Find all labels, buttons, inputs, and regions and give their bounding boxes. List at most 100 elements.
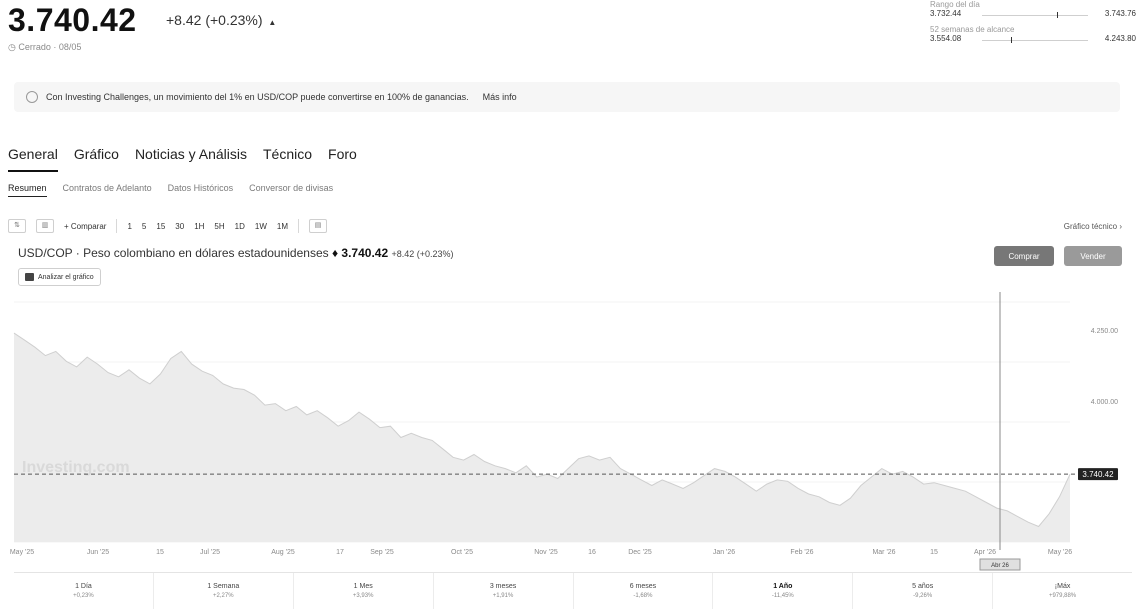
hover-date-text: Abr 26: [991, 563, 1009, 569]
up-arrow-icon: ▲: [268, 18, 277, 27]
price-chart[interactable]: Investing.com 4.250.00 4.000.00 May '25 Ju…: [0, 292, 1136, 572]
subtab-historicos[interactable]: Datos Históricos: [167, 183, 234, 193]
x-tick-label: Dec '25: [628, 549, 652, 556]
interval-1[interactable]: 1: [127, 221, 132, 231]
tab-grafico[interactable]: Gráfico: [73, 146, 119, 162]
candles-icon[interactable]: ▥: [36, 219, 54, 233]
x-tick-label: Oct '25: [451, 549, 473, 556]
x-tick-label: Sep '25: [370, 549, 394, 556]
clock-icon: ◷: [8, 42, 16, 52]
52w-range-high: 4.243.80: [1104, 34, 1136, 43]
hover-date-box: [979, 558, 1021, 571]
period-1m[interactable]: 1 Mes +3,93%: [294, 573, 434, 609]
chart-toolbar: ⇅ ▥ + Comparar 1 5 15 30 1H 5H 1D 1W 1M …: [8, 219, 328, 233]
interval-15[interactable]: 15: [156, 221, 166, 231]
day-range-bar: [982, 12, 1088, 18]
promo-more-link[interactable]: Más info: [482, 92, 517, 102]
period-value: -1,68%: [633, 593, 653, 599]
analyze-chart-label: Analizar el gráfico: [38, 273, 94, 281]
info-icon: [26, 91, 38, 103]
calendar-icon[interactable]: ▤: [309, 219, 328, 233]
subtab-resumen[interactable]: Resumen: [8, 183, 47, 197]
day-range: Rango del día 3.732.44 3.743.76: [930, 0, 1136, 21]
price-line: [13, 332, 1071, 528]
period-label: 3 meses: [489, 583, 517, 590]
period-label: 5 años: [912, 583, 934, 590]
period-1y[interactable]: 1 Año -11,45%: [713, 573, 854, 609]
x-tick-label: Mar '26: [872, 549, 895, 556]
x-tick-label: Feb '26: [790, 549, 813, 556]
period-3m[interactable]: 3 meses +1,91%: [434, 573, 574, 609]
tab-noticias[interactable]: Noticias y Análisis: [134, 146, 247, 162]
buy-button[interactable]: Comprar: [994, 246, 1054, 266]
interval-1h[interactable]: 1H: [194, 221, 205, 231]
chart-type-link[interactable]: Gráfico técnico ›: [1063, 222, 1122, 231]
period-label: 1 Mes: [353, 583, 373, 590]
day-range-high: 3.743.76: [1104, 9, 1136, 18]
ranges-panel: Rango del día 3.732.44 3.743.76 52 seman…: [930, 0, 1136, 50]
period-1d[interactable]: 1 Día +0,23%: [14, 573, 154, 609]
interval-5[interactable]: 5: [141, 221, 147, 231]
period-label: ¡Máx: [1054, 583, 1071, 590]
last-price-tag: 3.740.42: [1078, 468, 1118, 481]
52w-range-marker: [1010, 37, 1012, 43]
chat-icon: [25, 273, 34, 281]
tab-tecnico[interactable]: Técnico: [262, 146, 313, 162]
last-price-tag-text: 3.740.42: [1082, 470, 1114, 479]
price-change-value: +8.42 (+0.23%): [166, 12, 263, 28]
day-range-label: Rango del día: [930, 0, 980, 9]
main-tabs: General Gráfico Noticias y Análisis Técn…: [8, 146, 357, 172]
y-tick-label: 4.250.00: [1091, 328, 1118, 335]
hover-date-tag: Abr 26: [979, 558, 1021, 571]
price-value: 3.740.42: [8, 2, 137, 38]
interval-30[interactable]: 30: [175, 221, 185, 231]
x-axis: May '25 Jun '25 15 Jul '25 Aug '25 17 Sep '25 O…: [10, 549, 1072, 556]
x-tick-label: Aug '25: [271, 549, 295, 556]
subtab-conversor[interactable]: Conversor de divisas: [249, 183, 334, 193]
period-label: 1 Año: [773, 583, 793, 590]
period-value: +1,91%: [492, 593, 514, 599]
performance-periods: 1 Día +0,23% 1 Semana +2,27% 1 Mes +3,93% 3…: [14, 572, 1132, 609]
subtab-contratos[interactable]: Contratos de Adelanto: [62, 183, 152, 193]
tab-foro[interactable]: Foro: [328, 146, 357, 162]
promo-banner: Con Investing Challenges, un movimiento …: [14, 82, 1120, 112]
sub-tabs: Resumen Contratos de Adelanto Datos Hist…: [8, 183, 333, 197]
market-status-label: Cerrado · 08/05: [18, 42, 82, 52]
price-area: [14, 333, 1070, 542]
market-status: ◷ Cerrado · 08/05: [8, 42, 81, 53]
chart-title-price: ♦ 3.740.42: [331, 246, 389, 260]
interval-1m[interactable]: 1M: [276, 221, 289, 231]
period-max[interactable]: ¡Máx +979,88%: [993, 573, 1132, 609]
period-6m[interactable]: 6 meses -1,68%: [574, 573, 714, 609]
compare-button[interactable]: + Comparar: [64, 221, 107, 231]
y-tick-label: 4.000.00: [1091, 399, 1118, 406]
interval-5h[interactable]: 5H: [214, 221, 225, 231]
chart-settings-icon[interactable]: ⇅: [8, 219, 26, 233]
x-tick-label: May '25: [10, 549, 34, 556]
period-1w[interactable]: 1 Semana +2,27%: [154, 573, 294, 609]
period-value: -11,45%: [771, 593, 794, 599]
last-price-tag-box: [1078, 468, 1118, 481]
toolbar-divider: [116, 219, 118, 233]
x-tick-label: Apr '26: [974, 549, 996, 556]
x-tick-label: 17: [336, 549, 344, 556]
chart-title-change: +8.42 (+0.23%): [391, 249, 454, 259]
x-tick-label: 15: [156, 549, 164, 556]
y-axis: 4.250.00 4.000.00: [1091, 328, 1118, 406]
promo-text: Con Investing Challenges, un movimiento …: [46, 92, 469, 102]
x-tick-label: May '26: [1048, 549, 1072, 556]
52w-range-bar: [982, 37, 1088, 43]
toolbar-divider: [298, 219, 300, 233]
chart-watermark: Investing.com: [22, 459, 130, 476]
sell-button[interactable]: Vender: [1064, 246, 1122, 266]
tab-general[interactable]: General: [8, 146, 58, 172]
52w-range-label: 52 semanas de alcance: [930, 25, 1015, 34]
analyze-chart-button[interactable]: Analizar el gráfico: [18, 268, 101, 286]
interval-1d[interactable]: 1D: [234, 221, 245, 231]
price-change: +8.42 (+0.23%) ▲: [166, 12, 276, 28]
day-range-marker: [1057, 12, 1059, 18]
interval-1w[interactable]: 1W: [254, 221, 267, 231]
period-5y[interactable]: 5 años -9,26%: [853, 573, 994, 609]
period-label: 1 Semana: [207, 583, 240, 590]
period-value: +979,88%: [1048, 593, 1077, 599]
